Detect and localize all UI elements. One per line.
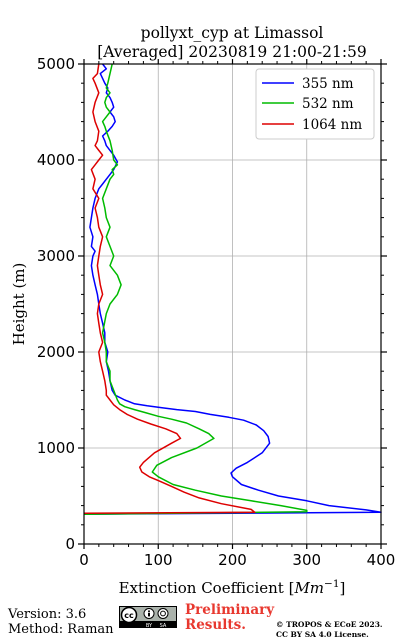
y-tick-label: 1000 [37,439,75,457]
y-tick-label: 5000 [37,55,75,73]
x-tick-label: 300 [292,551,321,569]
y-axis-label: Height (m) [10,263,28,346]
chart: pollyxt_cyp at Limassol [Averaged] 20230… [10,24,396,597]
cc-license-logo: cc BY SA [119,606,177,628]
copyright-line2: CC BY SA 4.0 License. [276,630,369,639]
y-tick-label: 4000 [37,151,75,169]
legend-label-355: 355 nm [302,76,354,92]
x-axis-label: Extinction Coefficient [Mm−1] [119,578,346,597]
sa-icon [157,608,169,619]
version-text: Version: 3.6 [8,607,87,622]
copyright-notice: © TROPOS & ECoE 2023. CC BY SA 4.0 Licen… [276,620,383,640]
legend: 355 nm 532 nm 1064 nm [255,68,375,140]
cc-icon: cc [124,611,134,620]
method-text: Method: Raman [8,622,114,637]
legend-label-532: 532 nm [302,96,354,112]
x-tick-label: 200 [218,551,247,569]
preliminary-notice: Preliminary Results. [185,603,274,633]
series-line-1064nm [83,63,256,515]
copyright-line1: © TROPOS & ECoE 2023. [276,620,383,629]
legend-box [255,68,375,140]
series-line-532nm [83,63,308,515]
chart-title-line1: pollyxt_cyp at Limassol [141,24,324,42]
x-tick-label: 100 [144,551,173,569]
legend-label-1064: 1064 nm [302,117,362,133]
preliminary-line1: Preliminary [185,602,275,618]
y-tick-label: 2000 [37,343,75,361]
y-tick-label: 0 [65,535,75,553]
svg-text:SA: SA [160,623,167,628]
chart-title-line2: [Averaged] 20230819 21:00-21:59 [97,43,367,61]
preliminary-line2: Results. [185,617,246,633]
x-tick-label: 400 [367,551,396,569]
y-tick-label: 3000 [37,247,75,265]
svg-text:BY: BY [146,623,153,628]
series-line-355nm [83,63,382,515]
x-tick-label: 0 [79,551,89,569]
series-layer [83,63,382,515]
